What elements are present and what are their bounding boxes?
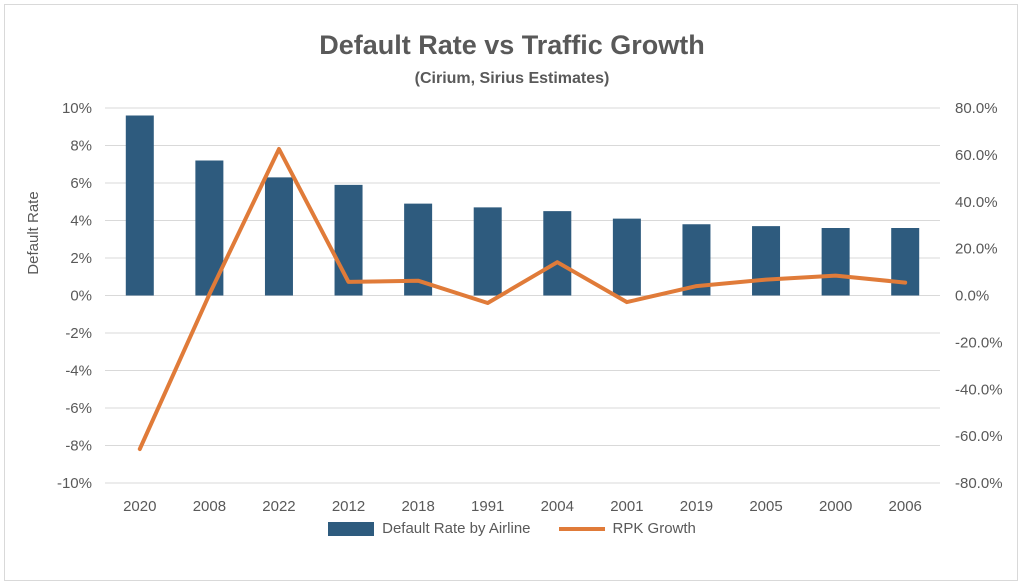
y-left-tick-label: -6% — [65, 400, 92, 417]
line-series — [137, 147, 908, 451]
x-tick-label: 2012 — [332, 498, 365, 515]
y-left-tick-label: -4% — [65, 363, 92, 380]
y-right-tick-label: -20.0% — [955, 334, 1003, 351]
y-left-tick-label: 2% — [70, 250, 92, 267]
legend-item-rpk-growth: RPK Growth — [558, 520, 696, 537]
y-left-tick-label: 4% — [70, 213, 92, 230]
legend-label-rpk-growth: RPK Growth — [612, 520, 696, 537]
y-left-tick-label: 8% — [70, 138, 92, 155]
legend-swatch-bar — [328, 521, 375, 536]
gridlines — [105, 107, 940, 484]
legend: Default Rate by Airline RPK Growth — [0, 520, 1024, 537]
series-line-rpk-growth — [137, 147, 908, 451]
y-right-tick-label: -60.0% — [955, 428, 1003, 445]
right-axis-ticks: 80.0% 60.0% 40.0% 20.0% 0.0% -20.0% -40.0% -60.… — [955, 100, 1003, 492]
legend-swatch-line — [558, 526, 605, 531]
x-tick-label: 2001 — [610, 498, 643, 515]
x-tick-label: 2000 — [819, 498, 852, 515]
y-axis-left-title: Default Rate — [25, 191, 42, 274]
x-tick-label: 2005 — [749, 498, 782, 515]
y-left-tick-label: -10% — [57, 475, 92, 492]
bar — [543, 211, 572, 296]
bar — [125, 115, 154, 296]
bar — [821, 228, 850, 296]
y-left-tick-label: 6% — [70, 175, 92, 192]
legend-label-default-rate: Default Rate by Airline — [382, 520, 531, 537]
legend-item-default-rate: Default Rate by Airline — [328, 520, 531, 537]
x-axis-ticks: 2020 2008 2022 2012 2018 1991 2004 2001 2019 2005… — [123, 498, 922, 515]
y-right-tick-label: 80.0% — [955, 100, 998, 117]
bar — [612, 218, 641, 296]
y-right-tick-label: -80.0% — [955, 475, 1003, 492]
x-tick-label: 2018 — [401, 498, 434, 515]
x-tick-label: 2020 — [123, 498, 156, 515]
chart-title: Default Rate vs Traffic Growth — [319, 30, 705, 60]
bar — [473, 207, 502, 296]
chart-subtitle: (Cirium, Sirius Estimates) — [414, 70, 610, 87]
x-tick-label: 2004 — [541, 498, 574, 515]
x-tick-label: 2019 — [680, 498, 713, 515]
y-right-tick-label: 20.0% — [955, 241, 998, 258]
y-left-tick-label: 10% — [62, 100, 92, 117]
y-left-tick-label: -2% — [65, 325, 92, 342]
bar — [334, 184, 363, 296]
bar — [752, 226, 781, 296]
left-axis-ticks: 10% 8% 6% 4% 2% 0% -2% -4% -6% -8% -10% — [57, 100, 92, 492]
y-right-tick-label: 60.0% — [955, 147, 998, 164]
x-tick-label: 1991 — [471, 498, 504, 515]
x-tick-label: 2006 — [889, 498, 922, 515]
bar — [264, 177, 293, 296]
y-right-tick-label: 40.0% — [955, 194, 998, 211]
bar-series — [125, 115, 920, 296]
y-right-tick-label: -40.0% — [955, 381, 1003, 398]
y-right-tick-label: 0.0% — [955, 288, 989, 305]
x-tick-label: 2008 — [193, 498, 226, 515]
y-left-tick-label: -8% — [65, 438, 92, 455]
bar — [891, 228, 920, 296]
x-tick-label: 2022 — [262, 498, 295, 515]
y-left-tick-label: 0% — [70, 288, 92, 305]
